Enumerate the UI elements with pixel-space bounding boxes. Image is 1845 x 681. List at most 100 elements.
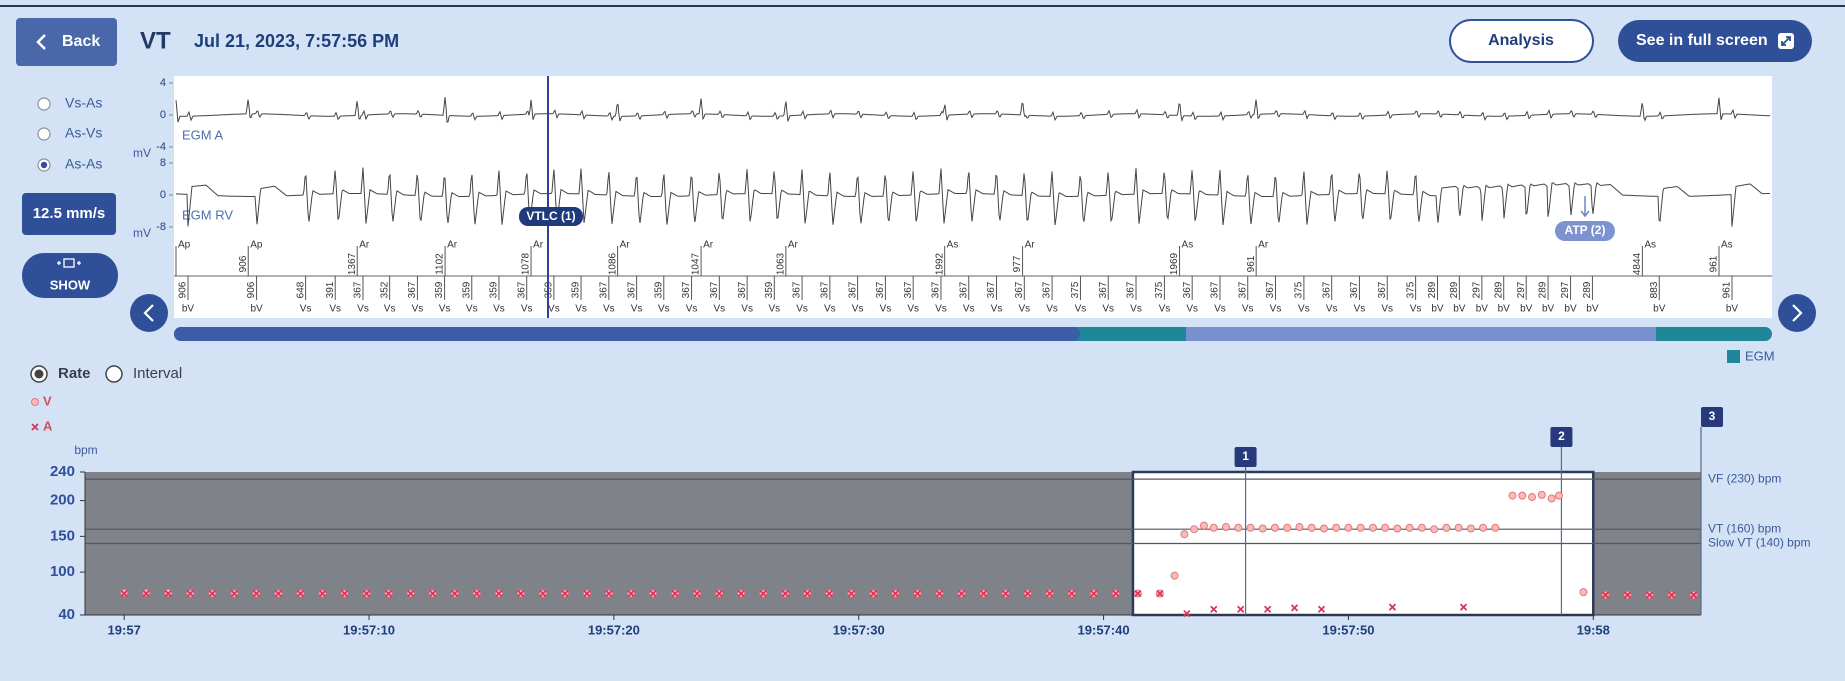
a-point: [539, 589, 547, 598]
v-marker-label: bV: [182, 304, 195, 315]
v-marker-label: Vs: [1381, 304, 1393, 315]
y-tick-label: 240: [50, 463, 75, 480]
fullscreen-button-bg: [1618, 20, 1812, 62]
nav-button[interactable]: [1778, 294, 1816, 332]
y-tick-label: 40: [58, 606, 75, 623]
a-point: [495, 589, 503, 598]
view-radio[interactable]: Rate: [30, 365, 91, 383]
legend-label: A: [43, 418, 53, 433]
y-axis-label: bpm: [74, 443, 97, 457]
show-icon-plus: [57, 261, 81, 265]
a-interval: 1063: [775, 252, 786, 275]
interval-radio[interactable]: Vs-As: [37, 95, 102, 111]
radio-dot: [34, 369, 44, 379]
v-interval: 375: [1154, 281, 1165, 298]
v-marker-label: Vs: [1018, 304, 1030, 315]
nav-chevron: [143, 304, 154, 322]
v-interval: 289: [1538, 281, 1549, 298]
radio-circle: [37, 127, 51, 141]
v-interval: 289: [1582, 281, 1593, 298]
nav-circle: [130, 294, 168, 332]
v-marker-label: Vs: [1102, 304, 1114, 315]
episode-marker-tag: [1234, 447, 1257, 467]
v-point: [1491, 523, 1500, 532]
x-tick-label: 19:57:20: [588, 622, 640, 637]
a-point: [1388, 603, 1397, 611]
a-interval: 1047: [691, 252, 702, 275]
a-marker-label: Ap: [250, 240, 263, 251]
radio-dot: [40, 161, 48, 169]
show-button[interactable]: SHOW: [22, 253, 118, 298]
a-interval: 1969: [1169, 252, 1180, 275]
v-marker-label: Vs: [1410, 304, 1422, 315]
v-interval: 367: [1126, 281, 1137, 298]
v-interval: 883: [1649, 281, 1660, 298]
v-marker-label: Vs: [741, 304, 753, 315]
speed-button[interactable]: 12.5 mm/s: [22, 193, 116, 235]
a-point: [979, 589, 988, 598]
v-marker-label: Vs: [824, 304, 836, 315]
back-button[interactable]: Back: [16, 18, 117, 66]
a-point: [891, 589, 900, 598]
v-interval: 961: [1722, 281, 1733, 298]
legend-symbol: [31, 423, 39, 431]
a-interval: 1367: [347, 252, 358, 275]
v-interval: 367: [819, 281, 830, 298]
v-interval: 289: [1449, 281, 1460, 298]
x-tick-label: 19:58: [1577, 622, 1610, 637]
v-interval: 367: [1098, 281, 1109, 298]
v-marker-label: Vs: [1214, 304, 1226, 315]
v-interval: 367: [1377, 281, 1388, 298]
a-point: [120, 589, 128, 598]
v-marker-label: Vs: [1130, 304, 1142, 315]
v-interval: 367: [407, 281, 418, 298]
a-marker-label: Ar: [620, 240, 631, 251]
a-point: [693, 589, 701, 598]
interval-radio[interactable]: As-Vs: [37, 125, 102, 141]
interval-radio[interactable]: As-As: [37, 156, 102, 172]
v-point: [1190, 525, 1199, 534]
v-marker-label: bV: [1564, 304, 1577, 315]
a-point: [605, 589, 613, 598]
episode-type: VT: [140, 27, 171, 54]
v-interval: 359: [653, 281, 664, 298]
a-marker-label: Ar: [1025, 240, 1036, 251]
show-label: SHOW: [50, 277, 91, 292]
v-interval: 367: [1237, 281, 1248, 298]
v-interval: 367: [598, 281, 609, 298]
v-point: [1270, 523, 1279, 532]
view-radio[interactable]: Interval: [105, 365, 182, 383]
speed-bg: [22, 193, 116, 235]
v-marker-label: Vs: [1354, 304, 1366, 315]
fullscreen-button[interactable]: See in full screen: [1618, 20, 1812, 62]
a-point: [715, 589, 723, 598]
v-point: [1528, 493, 1537, 502]
analysis-button[interactable]: Analysis: [1449, 19, 1594, 63]
v-interval: 375: [1294, 281, 1305, 298]
vtlc-tag: [519, 207, 583, 226]
v-point: [1319, 524, 1328, 533]
a-point: [385, 589, 393, 598]
a-point: [1183, 609, 1191, 618]
a-point: [142, 589, 150, 598]
nav-button[interactable]: [130, 294, 168, 332]
x-tick-label: 19:57:30: [833, 622, 885, 637]
a-point: [274, 589, 283, 598]
v-point: [1508, 491, 1517, 500]
v-marker-label: Vs: [412, 304, 424, 315]
episode-marker-label: 1: [1242, 449, 1249, 463]
a-marker-label: Ar: [533, 240, 544, 251]
v-marker-label: Vs: [935, 304, 947, 315]
v-interval: 359: [461, 281, 472, 298]
v-marker-label: bV: [250, 304, 263, 315]
x-tick-label: 19:57:10: [343, 622, 395, 637]
v-marker-label: bV: [1542, 304, 1555, 315]
zone-label: VT (160) bpm: [1708, 521, 1781, 535]
v-marker-label: Vs: [1270, 304, 1282, 315]
a-point: [1290, 604, 1299, 612]
v-marker-label: Vs: [991, 304, 1003, 315]
a-marker-label: As: [947, 240, 959, 251]
v-marker-label: bV: [1453, 304, 1466, 315]
